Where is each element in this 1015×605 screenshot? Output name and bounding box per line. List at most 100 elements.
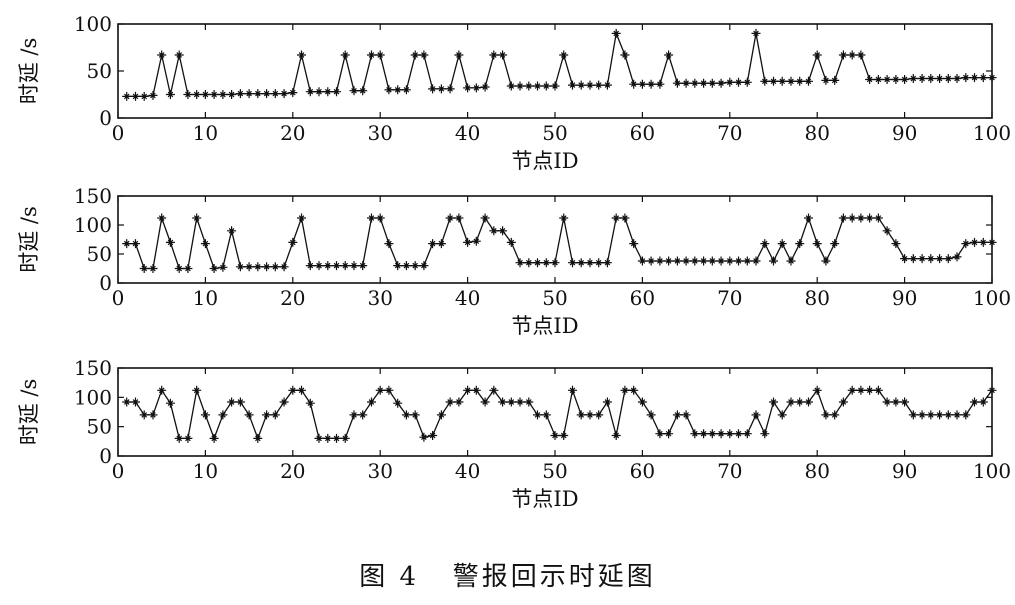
data-point xyxy=(550,431,560,440)
data-point xyxy=(393,398,403,408)
data-point xyxy=(646,79,656,89)
data-point xyxy=(349,261,359,271)
data-point xyxy=(314,433,324,443)
data-point xyxy=(401,261,411,271)
x-tick-label: 40 xyxy=(455,286,480,310)
data-point xyxy=(183,433,193,443)
data-point xyxy=(157,50,167,60)
data-point xyxy=(646,256,656,266)
data-point xyxy=(279,397,289,407)
data-point xyxy=(681,78,691,88)
x-tick-label: 50 xyxy=(542,121,567,145)
data-point xyxy=(498,226,508,236)
data-point xyxy=(908,254,918,264)
data-point xyxy=(672,256,682,266)
data-point xyxy=(821,256,831,266)
x-tick-label: 0 xyxy=(112,286,125,310)
data-point xyxy=(681,256,691,266)
data-point xyxy=(262,262,272,272)
data-point xyxy=(541,410,551,420)
data-point xyxy=(157,213,167,223)
data-point xyxy=(550,81,560,91)
data-point xyxy=(532,410,543,420)
x-axis-label: 节点ID xyxy=(511,149,578,173)
data-point xyxy=(917,73,927,84)
x-tick-label: 30 xyxy=(367,286,392,310)
data-point xyxy=(139,91,149,101)
data-point xyxy=(943,74,953,83)
data-point xyxy=(742,429,752,439)
x-tick-label: 60 xyxy=(630,286,655,310)
data-point xyxy=(559,50,569,60)
data-point xyxy=(445,213,455,223)
data-point xyxy=(410,261,420,271)
x-tick-label: 50 xyxy=(542,286,567,310)
data-point xyxy=(576,410,586,420)
x-tick-label: 100 xyxy=(973,286,1011,310)
data-point xyxy=(987,73,997,83)
data-point xyxy=(707,256,717,266)
data-point xyxy=(812,50,822,60)
data-point xyxy=(847,50,857,60)
data-point xyxy=(296,385,307,395)
x-tick-label: 20 xyxy=(280,459,305,483)
data-point xyxy=(262,89,272,99)
data-point xyxy=(471,83,481,93)
data-point xyxy=(847,385,857,395)
data-point xyxy=(532,81,543,91)
x-tick-label: 80 xyxy=(804,286,829,310)
data-point xyxy=(935,254,945,264)
data-point xyxy=(200,239,210,249)
data-point xyxy=(664,429,674,439)
data-point xyxy=(891,239,901,249)
series-line xyxy=(126,387,993,441)
data-point xyxy=(900,254,910,264)
data-point xyxy=(393,261,403,271)
data-point xyxy=(873,74,883,85)
data-point xyxy=(331,87,342,97)
data-point xyxy=(602,80,612,90)
series-line xyxy=(126,215,992,270)
data-point xyxy=(524,397,534,407)
data-point xyxy=(830,75,840,85)
data-point xyxy=(506,81,516,91)
data-point xyxy=(130,239,141,249)
data-point xyxy=(323,87,333,97)
data-point xyxy=(760,76,770,86)
data-point xyxy=(812,385,822,395)
data-point xyxy=(585,80,595,90)
data-point xyxy=(821,410,831,420)
data-point xyxy=(908,73,918,84)
data-point xyxy=(629,239,639,249)
data-point xyxy=(130,91,141,101)
data-point xyxy=(209,263,219,274)
data-point xyxy=(279,262,289,272)
data-point xyxy=(235,89,245,99)
data-point xyxy=(323,433,333,443)
data-point xyxy=(733,256,744,266)
data-point xyxy=(165,237,175,247)
data-point xyxy=(375,213,385,223)
data-point xyxy=(428,430,438,441)
data-point xyxy=(270,89,280,99)
data-point xyxy=(314,261,324,271)
data-point xyxy=(856,50,866,60)
data-point xyxy=(454,50,464,60)
data-point xyxy=(725,429,735,439)
x-tick-label: 60 xyxy=(630,459,655,483)
data-point xyxy=(174,50,184,60)
y-tick-label: 150 xyxy=(74,184,112,208)
data-point xyxy=(908,410,918,420)
data-point xyxy=(637,256,647,266)
data-point xyxy=(296,213,307,223)
data-point xyxy=(288,88,298,98)
plot-frame xyxy=(117,23,993,119)
data-point xyxy=(209,433,219,443)
subplot-1: 0 10 20 30 40 50 60 70 80 90 100 0 50 100 节点ID 时延 /s xyxy=(17,12,1011,173)
data-point xyxy=(384,239,394,249)
data-point xyxy=(970,237,979,247)
data-point xyxy=(340,50,350,60)
x-tick-label: 70 xyxy=(717,459,742,483)
